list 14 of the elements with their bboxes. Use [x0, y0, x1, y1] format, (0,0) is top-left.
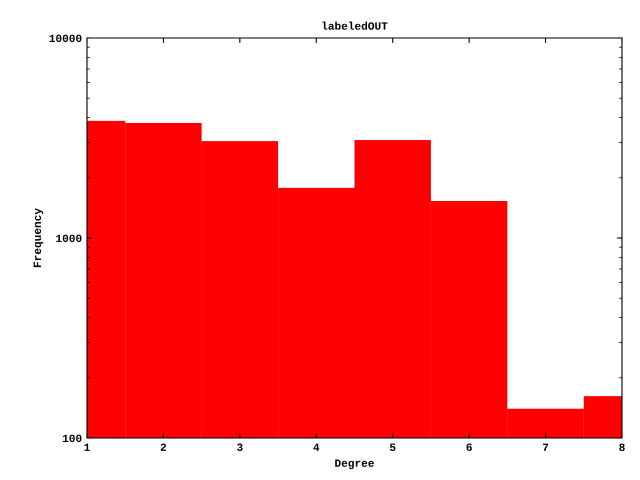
x-tick-label: 7 [542, 444, 548, 451]
x-tick-label: 4 [313, 444, 320, 451]
chart-title: labeledOUT [322, 22, 388, 30]
x-tick-label: 2 [160, 443, 166, 451]
y-tick-label: 1000 [56, 234, 82, 242]
x-tick-label: 3 [237, 443, 243, 452]
y-axis-title: Frequency [34, 208, 44, 268]
y-tick-label: 10000 [50, 34, 82, 42]
x-tick-label: 5 [390, 444, 396, 452]
x-axis-title: Degree [335, 459, 374, 470]
x-tick-label: 1 [84, 444, 90, 451]
x-tick-label: 8 [619, 443, 625, 452]
y-tick-label: 100 [62, 434, 82, 442]
x-tick-label: 6 [466, 443, 472, 452]
